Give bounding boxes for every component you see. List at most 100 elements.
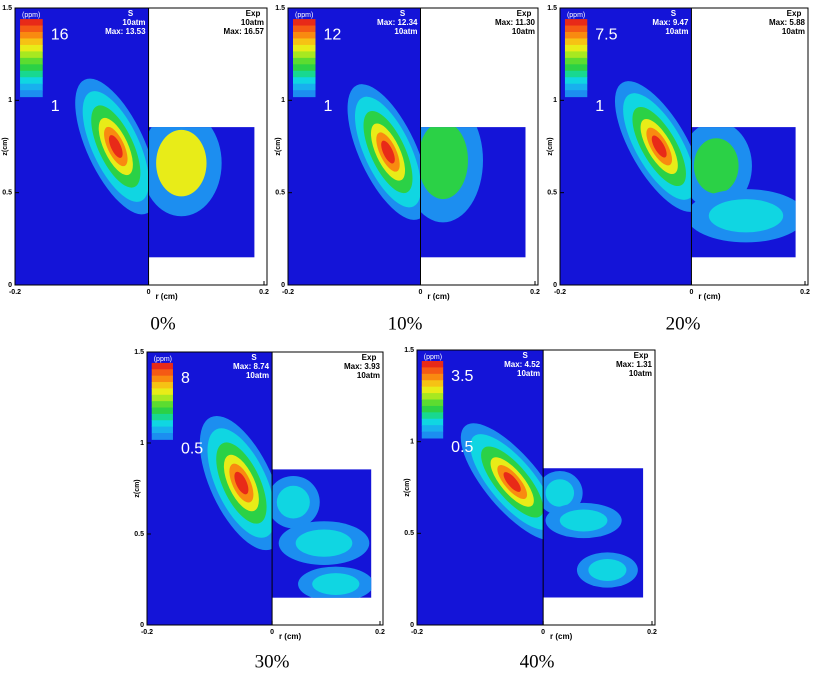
z-tick-label: 0.5: [404, 530, 414, 537]
z-tick-label: 0.5: [547, 190, 557, 197]
colorbar-band: [564, 38, 588, 46]
contour: [156, 129, 207, 197]
r-axis-label: r (cm): [279, 632, 302, 641]
r-tick-label: 0.2: [647, 629, 657, 636]
r-tick-label: 0: [541, 629, 545, 636]
frame: [287, 7, 539, 286]
contour: [420, 127, 468, 200]
colorbar-band: [20, 38, 43, 46]
colorbar-band: [20, 44, 43, 52]
exp-title: Exp: [362, 353, 377, 362]
sim-info: 10atm: [122, 18, 145, 27]
colorbar-band: [564, 57, 588, 65]
z-tick-label: 0: [8, 282, 12, 289]
colorbar-unit: (ppm): [424, 354, 442, 361]
colorbar-band: [293, 64, 316, 72]
colorbar-band: [421, 399, 444, 407]
colorbar-band: [421, 405, 444, 413]
r-tick-label: 0.2: [375, 629, 385, 636]
z-tick-label: 0: [553, 282, 557, 289]
colorbar-band: [293, 44, 316, 52]
colorbar-band: [20, 90, 43, 98]
r-tick-label: 0: [689, 289, 693, 296]
panel-label: 40%: [520, 651, 555, 672]
frame: [146, 351, 384, 626]
panel-label: 10%: [388, 313, 423, 334]
colorbar-band: [564, 32, 588, 39]
panel-label: 20%: [666, 313, 701, 334]
sim-contours: [347, 84, 421, 220]
z-tick-label: 1.5: [134, 349, 144, 356]
sim-info: Max: 8.74: [233, 362, 270, 371]
colorbar-band: [20, 32, 43, 39]
exp-title: Exp: [634, 351, 649, 360]
r-tick-label: 0: [419, 289, 423, 296]
colorbar-band: [20, 57, 43, 65]
z-axis-label: z(cm): [404, 478, 411, 496]
exp-contours: [420, 127, 483, 223]
z-tick-label: 1.5: [2, 5, 12, 12]
exp-contours: [148, 127, 222, 217]
colorbar-band: [151, 420, 173, 428]
colorbar-band: [293, 57, 316, 65]
exp-info: 10atm: [357, 371, 380, 380]
r-axis-label: r (cm): [550, 632, 573, 641]
sim-contours: [614, 81, 692, 212]
exp-info: Max: 11.30: [495, 18, 536, 27]
colorbar-unit: (ppm): [22, 12, 40, 19]
colorbar-max: 7.5: [595, 26, 617, 43]
r-tick-label: -0.2: [282, 289, 294, 296]
colorbar-min: 1: [324, 98, 333, 115]
sim-info: 10atm: [246, 371, 269, 380]
colorbar-band: [564, 77, 588, 85]
colorbar-band: [293, 90, 316, 98]
sim-title: S: [522, 351, 528, 360]
r-tick-label: -0.2: [141, 629, 153, 636]
z-tick-label: 1.5: [547, 5, 557, 12]
colorbar-band: [151, 394, 173, 402]
colorbar-band: [421, 418, 444, 426]
contour: [708, 199, 784, 233]
sim-info: 10atm: [394, 27, 417, 36]
z-axis-label: z(cm): [547, 137, 554, 155]
z-tick-label: 1: [281, 97, 285, 104]
exp-contours: [272, 475, 372, 598]
exp-info: Max: 16.57: [224, 27, 265, 36]
r-tick-label: 0: [147, 289, 151, 296]
colorbar-band: [293, 51, 316, 59]
panel-label: 30%: [255, 651, 290, 672]
z-tick-label: 0.5: [134, 531, 144, 538]
colorbar-band: [564, 83, 588, 91]
contour: [312, 573, 360, 595]
sim-info: Max: 9.47: [652, 18, 689, 27]
colorbar-max: 8: [181, 370, 190, 387]
frame: [559, 7, 809, 286]
colorbar-min: 0.5: [451, 439, 473, 456]
colorbar-band: [564, 64, 588, 72]
colorbar-band: [151, 388, 173, 396]
z-tick-label: 1: [140, 440, 144, 447]
contour: [588, 559, 627, 581]
z-axis-label: z(cm): [134, 479, 141, 497]
colorbar-min: 0.5: [181, 441, 203, 458]
contour: [651, 135, 667, 158]
sim-info: Max: 12.34: [377, 18, 418, 27]
colorbar-unit: (ppm): [154, 356, 172, 363]
frame: [14, 7, 268, 286]
colorbar-band: [151, 401, 173, 409]
colorbar-band: [293, 38, 316, 46]
colorbar-band: [20, 25, 43, 33]
colorbar-band: [564, 19, 588, 27]
r-axis-label: r (cm): [427, 292, 450, 301]
colorbar-max: 3.5: [451, 368, 473, 385]
r-tick-label: 0: [270, 629, 274, 636]
z-tick-label: 0: [140, 622, 144, 629]
colorbar-band: [151, 375, 173, 383]
z-tick-label: 0: [410, 622, 414, 629]
z-tick-label: 0.5: [2, 190, 12, 197]
contour: [559, 509, 608, 532]
exp-info: Max: 1.31: [616, 360, 653, 369]
